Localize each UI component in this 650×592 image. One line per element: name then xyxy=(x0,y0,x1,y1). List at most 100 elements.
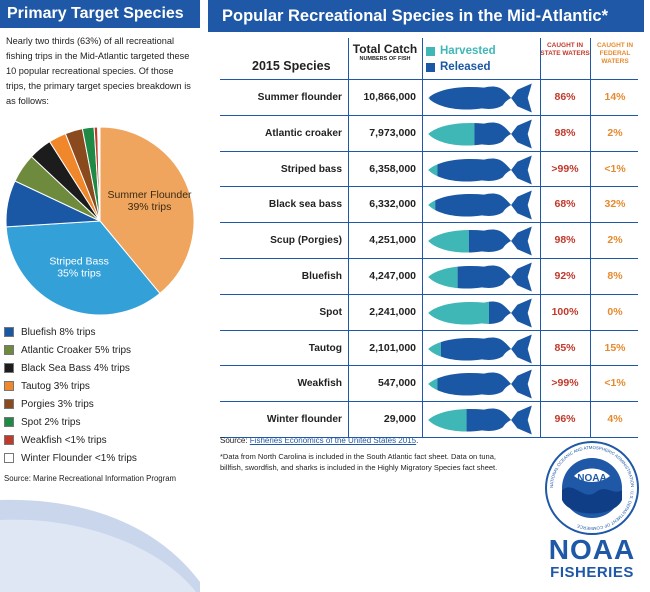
state-waters-value: 98% xyxy=(554,126,576,139)
recreational-species-panel: Popular Recreational Species in the Mid-… xyxy=(208,0,650,592)
state-waters-value: 96% xyxy=(554,413,576,426)
state-waters-header: CAUGHT IN STATE WATERS xyxy=(540,42,590,57)
state-waters-value: 98% xyxy=(554,234,576,247)
species-column-header: 2015 Species xyxy=(252,59,331,73)
released-portion xyxy=(457,262,532,292)
table-row: Atlantic croaker 7,973,000 98% 2% xyxy=(220,116,638,152)
legend-label: Spot 2% trips xyxy=(21,416,81,428)
species-table: 2015 Species Total Catch NUMBERS OF FISH… xyxy=(220,38,638,438)
footnote: *Data from North Carolina is included in… xyxy=(220,452,498,472)
legend-swatch xyxy=(4,381,14,391)
harvested-portion xyxy=(428,262,458,292)
species-name: Bluefish xyxy=(301,270,342,282)
pie-chart: Summer Flounder 39% trips Striped Bass 35% … xyxy=(5,126,195,316)
primary-target-panel: Primary Target Species Nearly two thirds… xyxy=(0,0,200,592)
harvested-portion xyxy=(428,298,489,328)
source-link[interactable]: Fisheries Economics of the United States… xyxy=(249,436,417,445)
released-legend-label: Released xyxy=(440,61,491,73)
federal-waters-header: CAUGHT IN FEDERAL WATERS xyxy=(596,42,634,65)
released-swatch xyxy=(426,62,435,72)
legend-label: Tautog 3% trips xyxy=(21,380,90,392)
fisheries-wordmark: FISHERIES xyxy=(550,564,634,581)
federal-waters-value: 0% xyxy=(607,305,623,318)
harvested-legend: Harvested xyxy=(426,45,496,57)
column-divider xyxy=(422,38,423,438)
legend-swatch xyxy=(4,399,14,409)
table-row: Summer flounder 10,866,000 86% 14% xyxy=(220,80,638,116)
harvested-legend-label: Harvested xyxy=(440,45,496,57)
total-catch-value: 2,241,000 xyxy=(369,305,416,318)
legend-item: Black Sea Bass 4% trips xyxy=(4,359,137,377)
state-waters-value: 86% xyxy=(554,91,576,103)
fish-harvest-bar xyxy=(428,262,532,292)
pie-slice-striped-bass xyxy=(5,220,161,316)
legend-label: Winter Flounder <1% trips xyxy=(21,452,137,464)
released-portion xyxy=(437,155,532,185)
federal-waters-value: 4% xyxy=(607,413,623,426)
total-catch-value: 2,101,000 xyxy=(369,341,416,354)
harvested-portion xyxy=(428,334,441,364)
legend-item: Winter Flounder <1% trips xyxy=(4,449,137,467)
table-row: Striped bass 6,358,000 >99% <1% xyxy=(220,152,638,188)
legend-swatch xyxy=(4,417,14,427)
primary-target-title: Primary Target Species xyxy=(0,0,200,28)
legend-label: Atlantic Croaker 5% trips xyxy=(21,344,132,356)
species-name: Black sea bass xyxy=(268,199,342,211)
harvested-portion xyxy=(428,155,438,185)
released-portion xyxy=(466,405,532,435)
federal-waters-value: 2% xyxy=(607,126,623,139)
fish-harvest-bar xyxy=(428,405,532,435)
harvested-portion xyxy=(428,369,438,399)
harvested-portion xyxy=(428,83,430,113)
fish-harvest-bar xyxy=(428,190,532,220)
state-waters-value: >99% xyxy=(551,162,579,175)
table-body: Summer flounder 10,866,000 86% 14% Atlantic … xyxy=(220,80,638,438)
total-catch-value: 6,358,000 xyxy=(369,162,416,175)
column-divider xyxy=(590,38,591,438)
column-divider xyxy=(348,38,349,438)
table-row: Weakfish 547,000 >99% <1% xyxy=(220,366,638,403)
table-row: Black sea bass 6,332,000 68% 32% xyxy=(220,187,638,224)
released-portion xyxy=(440,334,532,364)
fish-harvest-bar xyxy=(428,83,532,113)
seal-text: NOAA xyxy=(577,473,606,484)
pie-legend: Bluefish 8% trips Atlantic Croaker 5% tri… xyxy=(4,323,137,467)
fish-harvest-bar xyxy=(428,298,532,328)
table-source: Source: Fisheries Economics of the Unite… xyxy=(220,436,418,445)
legend-item: Bluefish 8% trips xyxy=(4,323,137,341)
legend-swatch xyxy=(4,435,14,445)
pie-label: Striped Bass 35% trips xyxy=(49,255,109,279)
released-portion xyxy=(488,298,532,328)
table-row: Winter flounder 29,000 96% 4% xyxy=(220,402,638,438)
table-row: Scup (Porgies) 4,251,000 98% 2% xyxy=(220,223,638,259)
total-catch-value: 547,000 xyxy=(378,377,416,390)
released-portion xyxy=(437,369,532,399)
legend-item: Spot 2% trips xyxy=(4,413,137,431)
released-portion xyxy=(474,119,532,149)
fish-harvest-bar xyxy=(428,334,532,364)
total-catch-value: 29,000 xyxy=(383,413,416,426)
legend-swatch xyxy=(4,345,14,355)
state-waters-value: 68% xyxy=(554,198,576,211)
legend-swatch xyxy=(4,363,14,373)
federal-waters-value: <1% xyxy=(604,377,626,390)
total-catch-value: 7,973,000 xyxy=(369,126,416,139)
federal-waters-value: 14% xyxy=(604,91,626,103)
legend-item: Porgies 3% trips xyxy=(4,395,137,413)
source-prefix: Source: xyxy=(220,436,250,445)
total-catch-value: 4,251,000 xyxy=(369,234,416,247)
table-row: Spot 2,241,000 100% 0% xyxy=(220,295,638,331)
pie-slice-winter-flounder xyxy=(97,126,101,222)
state-waters-value: 85% xyxy=(554,341,576,354)
legend-item: Weakfish <1% trips xyxy=(4,431,137,449)
source-suffix: . xyxy=(416,436,419,445)
released-portion xyxy=(429,83,532,113)
pie-slice-summer-flounder xyxy=(99,126,195,295)
legend-item: Atlantic Croaker 5% trips xyxy=(4,341,137,359)
harvested-portion xyxy=(428,119,475,149)
fish-harvest-bar xyxy=(428,155,532,185)
total-catch-value: 4,247,000 xyxy=(369,269,416,282)
species-name: Tautog xyxy=(308,342,342,354)
species-name: Spot xyxy=(319,306,342,318)
species-name: Scup (Porgies) xyxy=(270,235,342,247)
